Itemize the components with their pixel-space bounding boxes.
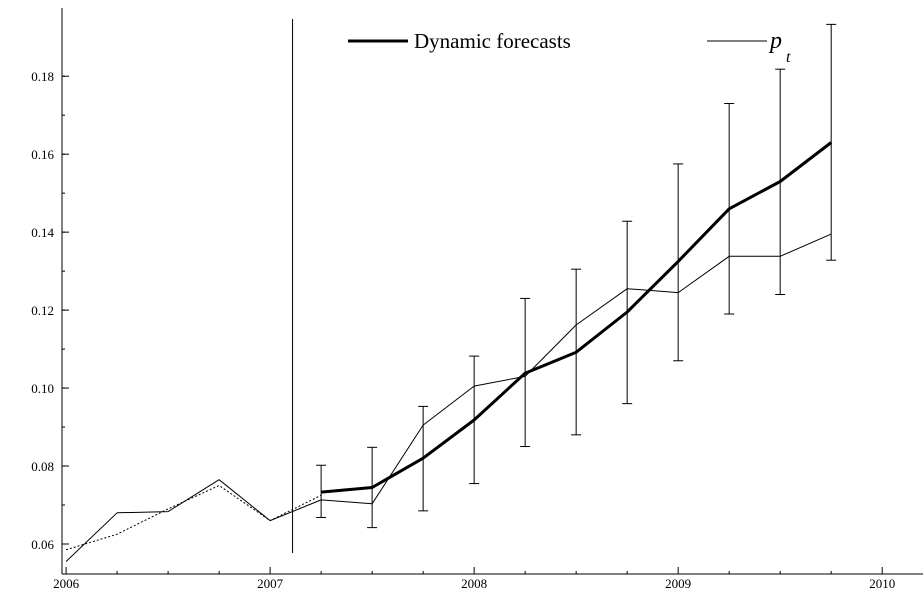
y-tick-label: 0.10 (31, 381, 54, 396)
x-tick-label: 2006 (53, 576, 80, 591)
y-tick-label: 0.14 (31, 225, 54, 240)
y-tick-label: 0.06 (31, 537, 54, 552)
y-tick-label: 0.18 (31, 69, 54, 84)
x-tick-label: 2010 (869, 576, 895, 591)
legend: Dynamic forecasts p t (348, 28, 791, 66)
legend-actual-label: p (768, 28, 782, 54)
y-tick-label: 0.16 (31, 147, 54, 162)
actual-series-line (65, 233, 832, 562)
legend-actual-subscript: t (786, 49, 791, 66)
axes: 2006 2007 2008 2009 2010 0.06 0.08 0.10 0.12 0.14… (31, 8, 923, 591)
x-tick-label: 2009 (665, 576, 691, 591)
x-tick-label: 2007 (257, 576, 284, 591)
plot-area (65, 19, 837, 562)
y-tick-label: 0.08 (31, 459, 54, 474)
x-tick-label: 2008 (461, 576, 487, 591)
fitted-series-line (65, 485, 322, 551)
y-tick-label: 0.12 (31, 303, 54, 318)
legend-forecast-label: Dynamic forecasts (414, 29, 571, 53)
